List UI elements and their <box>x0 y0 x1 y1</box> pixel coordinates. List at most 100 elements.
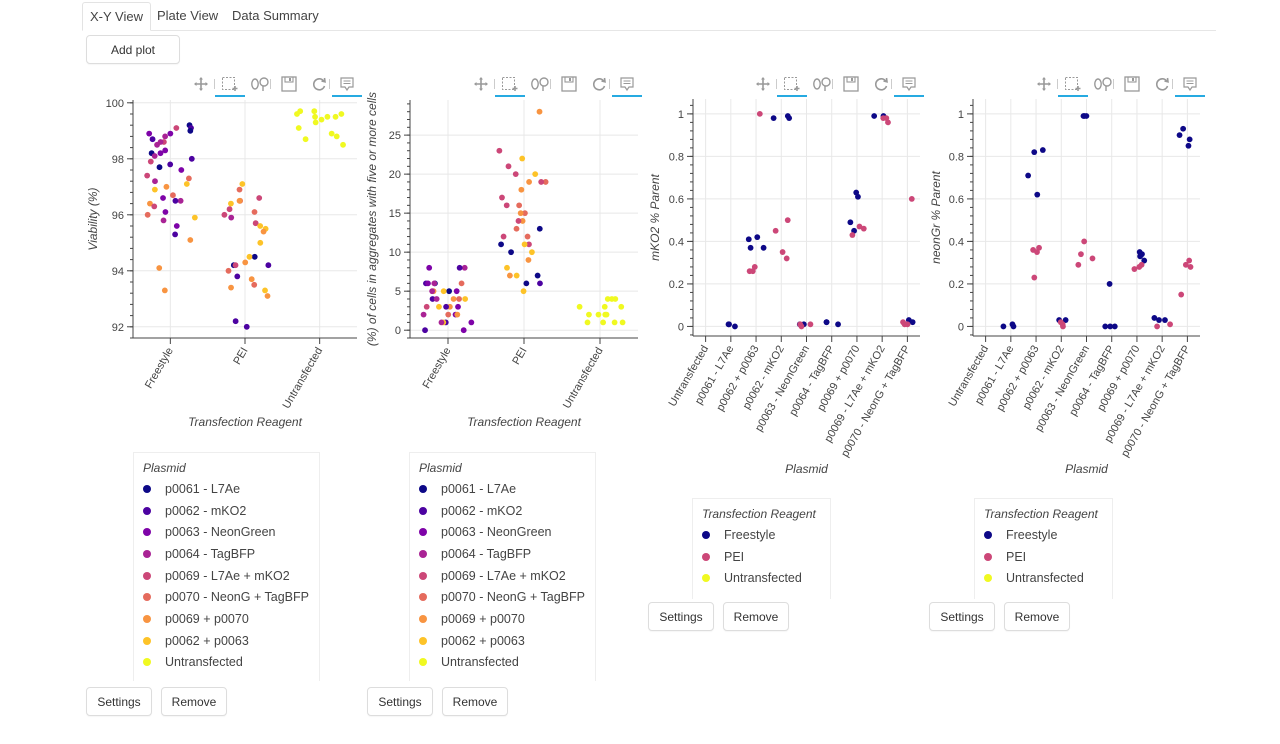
data-point[interactable] <box>183 181 190 187</box>
legend-item[interactable]: p0062 - mKO2 <box>134 500 319 522</box>
hover-icon[interactable] <box>612 73 642 97</box>
data-point[interactable] <box>462 296 469 302</box>
data-point[interactable] <box>236 197 243 204</box>
data-point[interactable] <box>1186 136 1193 143</box>
data-point[interactable] <box>880 115 887 122</box>
data-point[interactable] <box>749 268 756 275</box>
data-point[interactable] <box>187 127 194 134</box>
data-point[interactable] <box>1060 323 1066 330</box>
data-point[interactable] <box>256 195 263 201</box>
data-point[interactable] <box>228 284 234 291</box>
data-point[interactable] <box>595 311 602 318</box>
data-point[interactable] <box>871 113 878 119</box>
data-point[interactable] <box>1081 238 1088 245</box>
settings-button[interactable]: Settings <box>86 687 152 716</box>
data-point[interactable] <box>823 319 830 326</box>
data-point[interactable] <box>442 319 449 326</box>
data-point[interactable] <box>186 122 193 129</box>
data-point[interactable] <box>438 319 445 326</box>
data-point[interactable] <box>1187 264 1194 270</box>
data-point[interactable] <box>618 303 625 310</box>
data-point[interactable] <box>257 223 264 229</box>
pan-icon[interactable] <box>470 73 492 95</box>
data-point[interactable] <box>425 280 431 287</box>
data-point[interactable] <box>1036 244 1042 251</box>
legend-item[interactable]: p0069 + p0070 <box>134 608 319 630</box>
data-point[interactable] <box>151 153 158 159</box>
data-point[interactable] <box>318 116 325 123</box>
data-point[interactable] <box>905 317 912 323</box>
legend-item[interactable]: p0061 - L7Ae <box>410 478 595 500</box>
data-point[interactable] <box>526 179 532 185</box>
data-point[interactable] <box>538 179 545 185</box>
hover-icon[interactable] <box>332 73 362 97</box>
data-point[interactable] <box>499 194 505 201</box>
data-point[interactable] <box>1136 249 1143 255</box>
data-point[interactable] <box>228 214 235 221</box>
data-point[interactable] <box>187 237 194 243</box>
data-point[interactable] <box>796 321 803 328</box>
data-point[interactable] <box>518 186 525 193</box>
data-point[interactable] <box>461 264 468 271</box>
data-point[interactable] <box>312 119 319 126</box>
save-icon[interactable] <box>840 73 862 95</box>
reset-icon[interactable] <box>1151 73 1173 95</box>
data-point[interactable] <box>506 272 513 279</box>
data-point[interactable] <box>151 186 158 193</box>
data-point[interactable] <box>147 200 153 207</box>
legend-item[interactable]: p0062 + p0063 <box>410 630 595 652</box>
data-point[interactable] <box>297 108 304 115</box>
data-point[interactable] <box>185 175 192 182</box>
data-point[interactable] <box>603 311 610 318</box>
data-point[interactable] <box>252 220 259 227</box>
data-point[interactable] <box>1081 113 1088 119</box>
data-point[interactable] <box>188 155 195 162</box>
data-point[interactable] <box>519 218 526 224</box>
data-point[interactable] <box>161 287 168 294</box>
settings-button[interactable]: Settings <box>648 602 714 631</box>
data-point[interactable] <box>1106 281 1113 287</box>
data-point[interactable] <box>586 311 592 318</box>
legend-item[interactable]: Freestyle <box>693 524 830 546</box>
legend-item[interactable]: p0063 - NeonGreen <box>134 521 319 543</box>
data-point[interactable] <box>433 296 440 302</box>
legend-item[interactable]: p0069 + p0070 <box>410 608 595 630</box>
legend-item[interactable]: p0062 - mKO2 <box>410 500 595 522</box>
data-point[interactable] <box>529 249 535 256</box>
data-point[interactable] <box>754 234 761 241</box>
data-point[interactable] <box>604 296 611 302</box>
tab-data-summary[interactable]: Data Summary <box>232 8 319 23</box>
data-point[interactable] <box>1138 261 1145 268</box>
data-point[interactable] <box>172 197 179 204</box>
data-point[interactable] <box>232 318 239 325</box>
legend-item[interactable]: PEI <box>693 546 830 568</box>
data-point[interactable] <box>513 225 520 232</box>
data-point[interactable] <box>823 319 830 326</box>
data-point[interactable] <box>512 171 519 178</box>
data-point[interactable] <box>602 311 609 318</box>
data-point[interactable] <box>746 268 753 275</box>
data-point[interactable] <box>612 296 619 302</box>
data-point[interactable] <box>162 147 169 154</box>
data-point[interactable] <box>600 319 607 326</box>
data-point[interactable] <box>885 119 891 126</box>
data-point[interactable] <box>1107 323 1114 330</box>
legend-item[interactable]: p0069 - L7Ae + mKO2 <box>134 565 319 587</box>
data-point[interactable] <box>468 319 475 326</box>
data-point[interactable] <box>295 125 302 131</box>
data-point[interactable] <box>157 139 164 145</box>
data-point[interactable] <box>163 183 170 190</box>
data-point[interactable] <box>619 319 626 326</box>
data-point[interactable] <box>324 113 331 120</box>
data-point[interactable] <box>523 280 530 287</box>
data-point[interactable] <box>732 323 738 330</box>
data-point[interactable] <box>430 288 437 295</box>
data-point[interactable] <box>725 321 732 328</box>
data-point[interactable] <box>1185 142 1192 149</box>
data-point[interactable] <box>883 115 890 122</box>
legend-item[interactable]: p0070 - NeonG + TagBFP <box>410 586 595 608</box>
data-point[interactable] <box>904 321 911 328</box>
data-point[interactable] <box>162 133 169 140</box>
data-point[interactable] <box>147 158 154 165</box>
data-point[interactable] <box>450 296 457 302</box>
